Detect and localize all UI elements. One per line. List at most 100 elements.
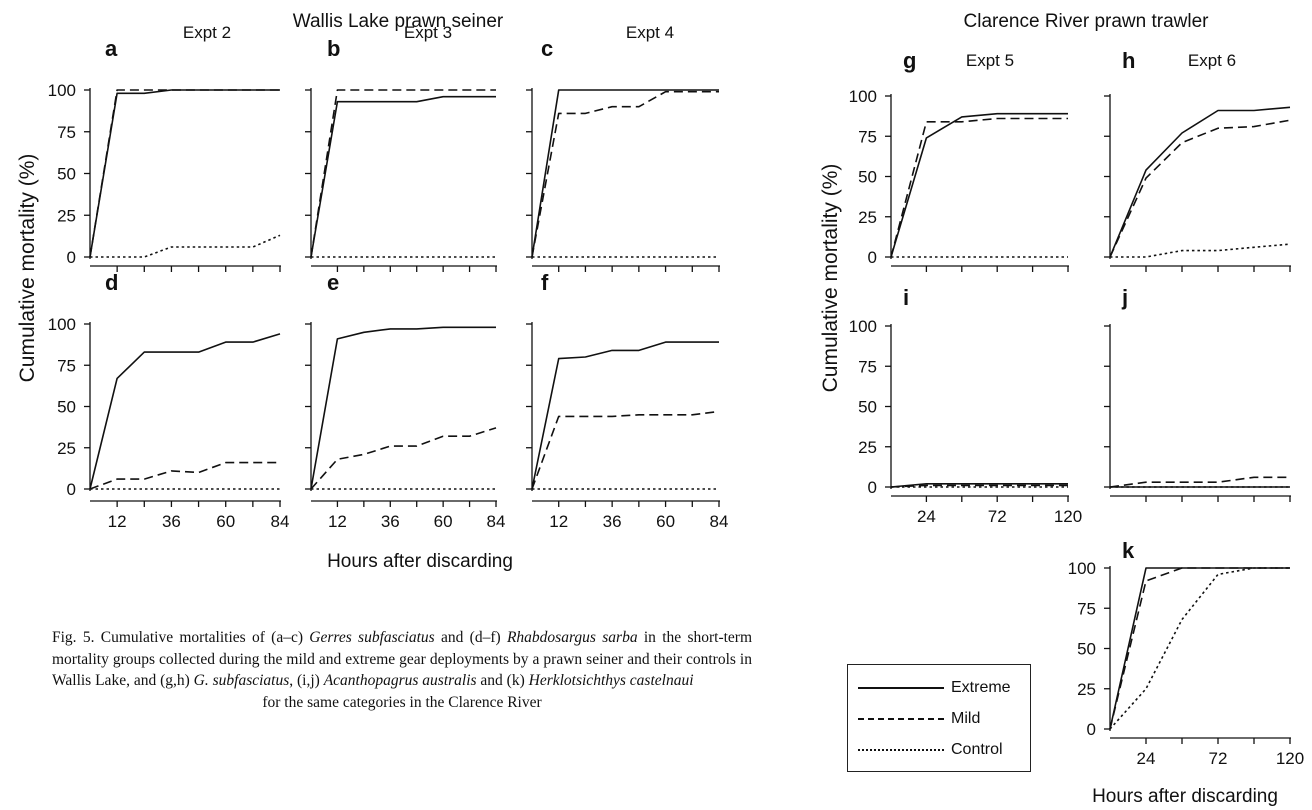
y-axis-label-wallis: Cumulative mortality (%) <box>16 154 39 383</box>
caption-part-6: , (i,j) <box>289 672 324 689</box>
legend-swatch-mild <box>858 718 944 720</box>
x-tick-label-i: 120 <box>1054 507 1082 526</box>
y-tick-label-g: 25 <box>858 208 877 227</box>
series-line-mild-h <box>1109 119 1291 258</box>
x-axis-label-wallis: Hours after discarding <box>327 551 513 572</box>
series-line-mild-a <box>89 89 280 258</box>
series-line-extreme-h <box>1109 106 1291 258</box>
y-tick-label-k: 0 <box>1087 720 1096 739</box>
panel-a: a Expt 2 0 25 50 75 100 <box>48 23 281 272</box>
caption-last-line: for the same categories in the Clarence … <box>262 693 542 711</box>
caption-part-1: Gerres subfasciatus <box>309 629 435 646</box>
panel-expt-label-a: Expt 2 <box>183 23 231 42</box>
y-tick-label-a: 75 <box>57 123 76 142</box>
panel-b: b Expt 3 <box>305 23 497 272</box>
y-tick-label-k: 25 <box>1077 680 1096 699</box>
x-tick-label-k: 72 <box>1209 749 1228 768</box>
series-line-mild-j <box>1109 476 1290 488</box>
panel-letter-d: d <box>105 270 118 295</box>
legend-item-control: Control <box>858 739 1028 761</box>
series-line-mild-e <box>310 427 497 490</box>
panel-expt-label-h: Expt 6 <box>1188 51 1236 70</box>
panel-expt-label-c: Expt 4 <box>626 23 674 42</box>
x-tick-label-e: 84 <box>487 512 506 531</box>
x-tick-label-e: 12 <box>328 512 347 531</box>
group-title-clarence: Clarence River prawn trawler <box>964 11 1210 32</box>
panel-letter-f: f <box>541 270 549 295</box>
series-line-control-a <box>90 234 281 258</box>
y-tick-label-i: 50 <box>858 398 877 417</box>
panel-letter-j: j <box>1121 285 1128 310</box>
caption-part-4: in the short-term mortality groups colle… <box>52 629 753 689</box>
series-line-extreme-c <box>531 89 719 258</box>
legend-label-control: Control <box>951 741 1003 758</box>
series-line-mild-k <box>1109 567 1290 730</box>
legend-label-extreme: Extreme <box>951 679 1011 696</box>
panel-j: j <box>1104 285 1291 502</box>
legend-swatch-extreme <box>858 687 944 689</box>
series-line-extreme-b <box>310 95 496 258</box>
y-tick-label-k: 75 <box>1077 599 1096 618</box>
x-tick-label-i: 72 <box>988 507 1007 526</box>
caption-part-5: G. subfasciatus <box>193 672 290 689</box>
caption-text: Fig. 5. Cumulative mortalities of (a–c) … <box>52 629 752 689</box>
y-axis-label-clarence: Cumulative mortality (%) <box>819 164 842 393</box>
series-line-extreme-i <box>890 482 1068 488</box>
x-tick-label-i: 24 <box>917 507 936 526</box>
y-tick-label-g: 100 <box>849 87 877 106</box>
series-line-extreme-a <box>89 89 280 258</box>
x-tick-label-f: 60 <box>656 512 675 531</box>
x-axis-label-clarence: Hours after discarding <box>1092 786 1278 807</box>
panel-e: e 12 36 60 84 <box>305 270 505 531</box>
panel-letter-c: c <box>541 36 553 61</box>
y-tick-label-d: 100 <box>48 315 76 334</box>
panel-f: f 12 36 60 84 <box>526 270 728 531</box>
series-line-mild-b <box>310 89 496 258</box>
x-tick-label-d: 12 <box>108 512 127 531</box>
x-tick-label-d: 60 <box>216 512 235 531</box>
caption-part-2: and (d–f) <box>434 629 507 646</box>
y-tick-label-d: 50 <box>57 398 76 417</box>
group-title-wallis: Wallis Lake prawn seiner <box>293 11 504 32</box>
y-tick-label-a: 50 <box>57 165 76 184</box>
y-tick-label-i: 75 <box>858 357 877 376</box>
panel-letter-a: a <box>105 36 118 61</box>
panel-i: i 0 25 50 75 100 24 72 120 <box>849 285 1083 526</box>
series-line-extreme-k <box>1109 567 1290 730</box>
x-tick-label-f: 36 <box>603 512 622 531</box>
x-tick-label-k: 120 <box>1276 749 1304 768</box>
x-tick-label-d: 36 <box>162 512 181 531</box>
series-line-mild-d <box>89 461 280 490</box>
panel-d: d 0 25 50 75 100 12 36 60 84 <box>48 270 290 531</box>
panel-expt-label-g: Expt 5 <box>966 51 1014 70</box>
legend-item-mild: Mild <box>858 708 1028 730</box>
panel-letter-k: k <box>1122 538 1135 563</box>
caption-part-3: Rhabdosargus sarba <box>506 629 638 646</box>
panel-c: c Expt 4 <box>526 23 720 272</box>
panel-letter-e: e <box>327 270 339 295</box>
legend: Extreme Mild Control <box>847 664 1031 772</box>
legend-item-extreme: Extreme <box>858 677 1028 699</box>
y-tick-label-g: 75 <box>858 127 877 146</box>
panel-h: h Expt 6 <box>1104 48 1291 272</box>
y-tick-label-a: 100 <box>48 81 76 100</box>
panel-letter-b: b <box>327 36 340 61</box>
series-line-mild-f <box>531 410 720 490</box>
panel-letter-i: i <box>903 285 909 310</box>
panel-letter-g: g <box>903 48 916 73</box>
series-line-mild-g <box>890 117 1068 258</box>
x-tick-label-f: 84 <box>710 512 729 531</box>
y-tick-label-i: 25 <box>858 438 877 457</box>
figure-caption: Fig. 5. Cumulative mortalities of (a–c) … <box>52 627 752 713</box>
x-tick-label-d: 84 <box>271 512 290 531</box>
legend-label-mild: Mild <box>951 710 981 727</box>
y-tick-label-a: 0 <box>67 248 76 267</box>
caption-part-0: Fig. 5. Cumulative mortalities of (a–c) <box>52 629 310 646</box>
series-line-mild-i <box>890 484 1068 488</box>
caption-part-9: Herklotsichthys castelnaui <box>528 672 694 689</box>
y-tick-label-d: 0 <box>67 480 76 499</box>
panel-g: g Expt 5 0 25 50 75 100 <box>849 48 1069 272</box>
y-tick-label-d: 75 <box>57 356 76 375</box>
series-line-mild-c <box>531 90 719 258</box>
